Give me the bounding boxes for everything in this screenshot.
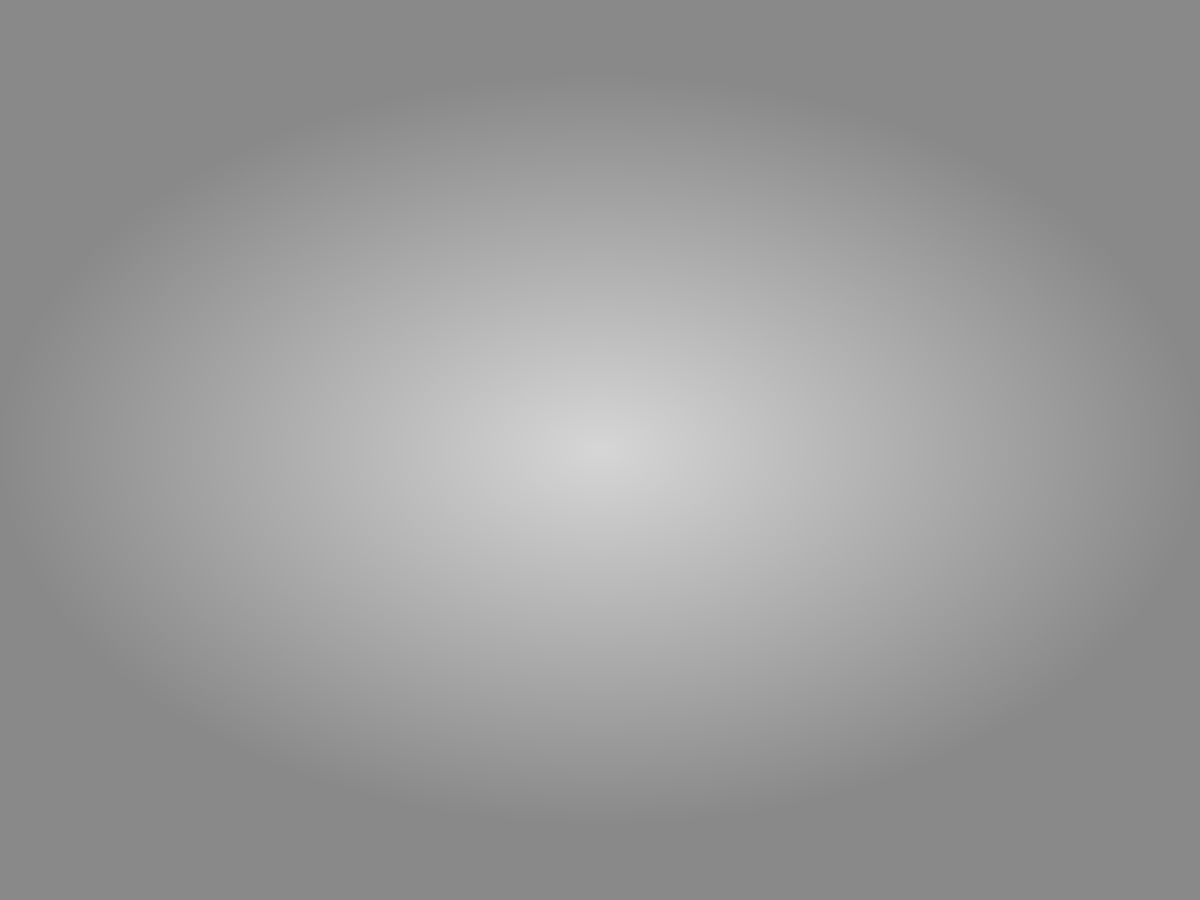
Text: What is the concentration of the BaSO₃: What is the concentration of the BaSO₃ [71, 363, 1159, 417]
Text: H₂SO₃ react with 50.0 mL of Ba(OH)₂.: H₂SO₃ react with 50.0 mL of Ba(OH)₂. [98, 299, 1132, 353]
Text: Ba²⁺(aq) + 2OH⁻(aq) + H₂SO₃(aq): Ba²⁺(aq) + 2OH⁻(aq) + H₂SO₃(aq) [192, 486, 1038, 534]
Text: 0.0025 moles of BaSO₃ form at the: 0.0025 moles of BaSO₃ form at the [131, 171, 1099, 225]
Text: Enter: Enter [930, 733, 1012, 761]
FancyBboxPatch shape [361, 726, 646, 769]
FancyBboxPatch shape [664, 726, 920, 769]
Text: equivalence point when 250.0 mL of: equivalence point when 250.0 mL of [109, 235, 1121, 289]
FancyBboxPatch shape [793, 613, 852, 651]
Text: [?]: [?] [805, 619, 840, 645]
Text: → BaSO₃(s) + 2H₂O(l): → BaSO₃(s) + 2H₂O(l) [348, 544, 882, 593]
FancyBboxPatch shape [924, 723, 1018, 772]
Text: x 10: x 10 [689, 626, 821, 678]
FancyBboxPatch shape [606, 634, 685, 685]
Text: Exponent: Exponent [703, 703, 881, 739]
Text: M: M [859, 626, 920, 678]
Text: Coefficient: Coefficient [402, 703, 605, 739]
Text: [BaSO₃] =: [BaSO₃] = [322, 626, 606, 678]
Text: ▸at the equivalence point?: ▸at the equivalence point? [247, 426, 983, 480]
Text: ?: ? [630, 626, 660, 678]
